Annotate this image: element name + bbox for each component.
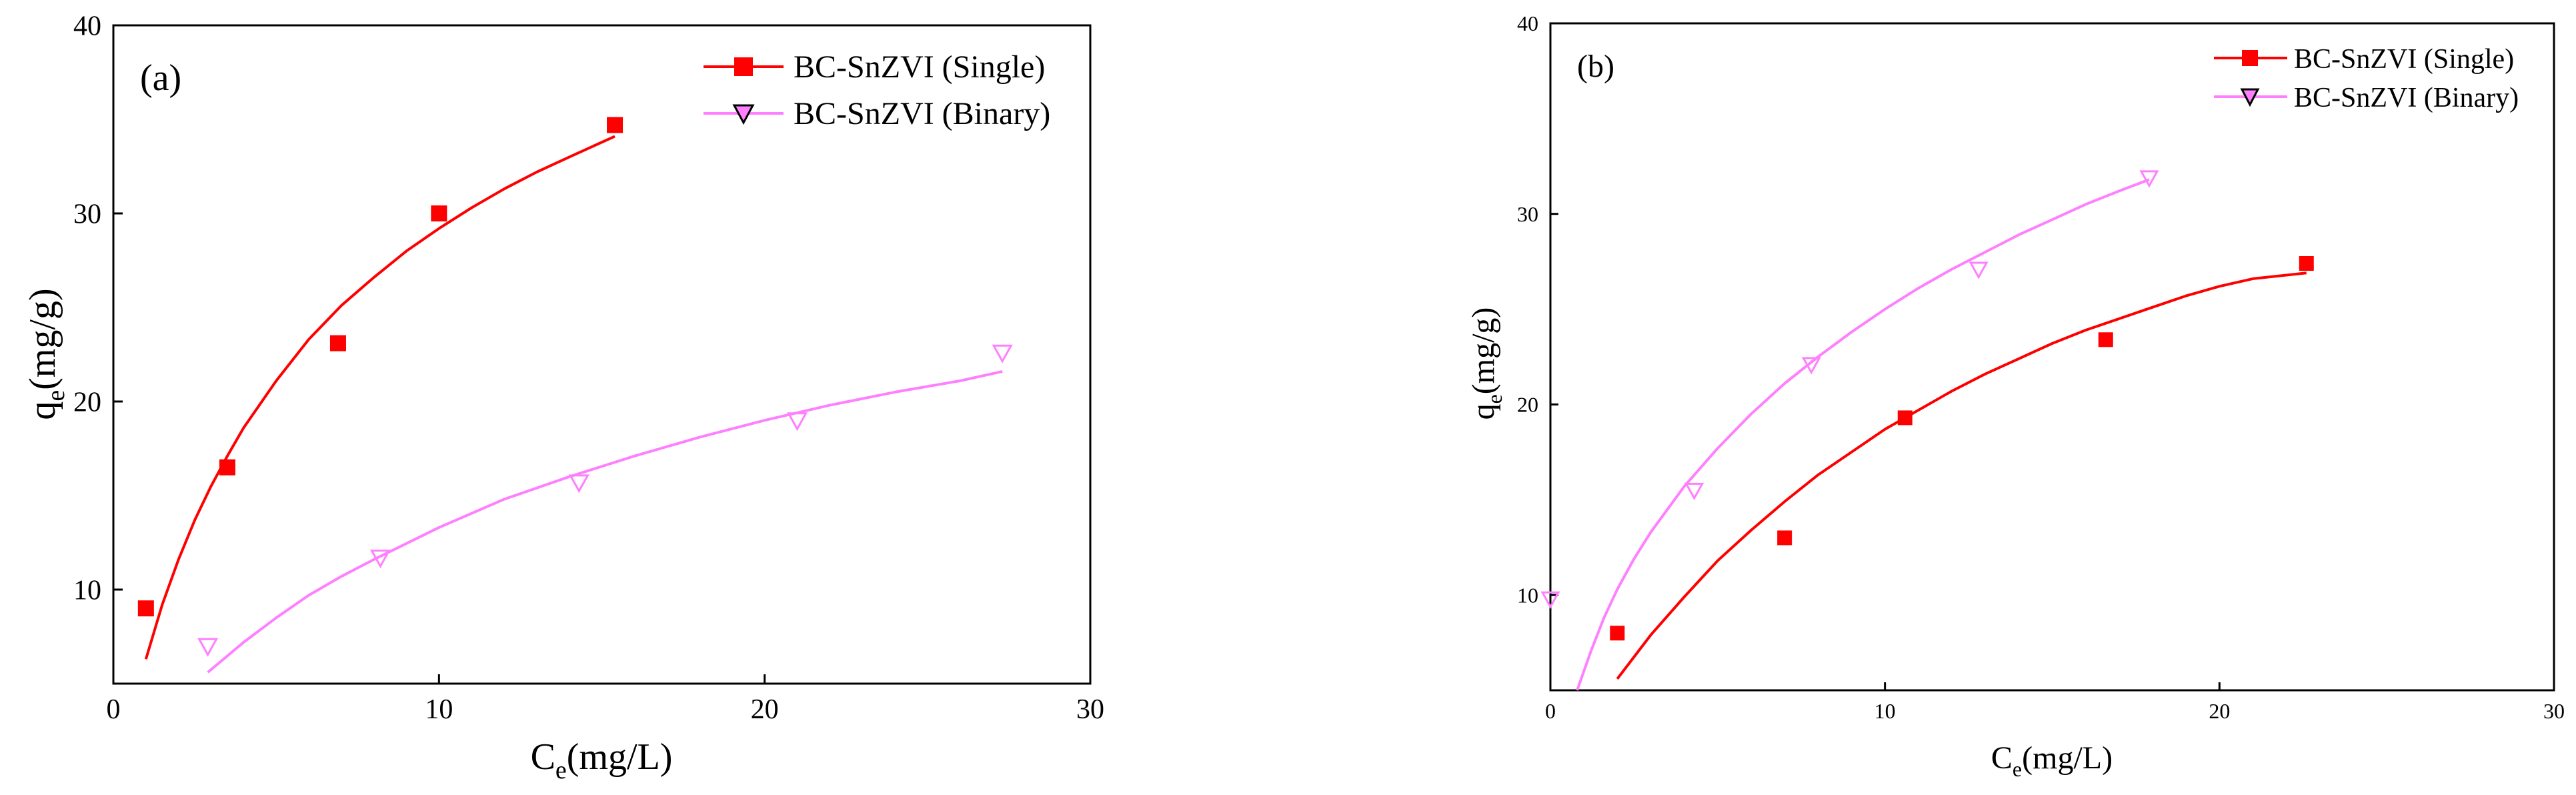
panel-b-legend: BC-SnZVI (Single) BC-SnZVI (Binary) (2214, 44, 2519, 113)
panel-a-y-ticks: 10 20 30 40 (73, 11, 123, 606)
panel-b-x-tick-label-1: 10 (1874, 699, 1896, 723)
panel-a-legend-marker-binary (732, 104, 755, 125)
panel-a-x-tick-label-3: 30 (1076, 694, 1104, 725)
panel-b: (b) 0 10 20 30 10 20 30 40 Ce(mg/L) qe(mg/g) B… (1466, 11, 2565, 781)
panel-a-y-tick-label-1: 20 (73, 387, 101, 418)
panel-a-point-single (219, 459, 235, 476)
panel-b-point-single (1777, 530, 1792, 546)
panel-a-x-tick-label-2: 20 (751, 694, 779, 725)
panel-a-point-single (607, 117, 623, 133)
panel-b-point-binary (1540, 591, 1560, 609)
panel-b-y-tick-label-3: 40 (1517, 11, 1538, 35)
panel-b-x-tick-label-3: 30 (2543, 699, 2565, 723)
panel-a-x-ticks: 0 10 20 30 (107, 674, 1104, 725)
panel-a-legend-label-single: BC-SnZVI (Single) (794, 49, 1045, 85)
panel-b-point-single (1610, 626, 1625, 641)
panel-b-fit-line-binary (1576, 178, 2150, 691)
panel-b-point-single (2299, 256, 2314, 271)
panel-b-label: (b) (1577, 49, 1614, 84)
panel-b-fit-line-single (1616, 271, 2307, 680)
panel-b-point-single (1897, 410, 1912, 426)
panel-b-plot-frame (1549, 22, 2555, 692)
panel-a-point-binary (992, 344, 1013, 363)
panel-a-legend-marker-single (734, 57, 753, 76)
panel-b-y-axis-label: qe(mg/g) (1466, 307, 1506, 420)
panel-a-fit-line-binary (207, 369, 1003, 674)
panel-b-y-ticks: 10 20 30 40 (1517, 11, 1558, 607)
panel-b-point-binary (1969, 261, 1989, 279)
panel-a-point-binary (568, 474, 589, 494)
panel-a-label: (a) (140, 57, 181, 99)
panel-a-point-single (431, 205, 447, 221)
panel-a-x-tick-label-1: 10 (425, 694, 453, 725)
panel-b-point-single (2098, 332, 2113, 347)
panel-b-data (1540, 170, 2314, 691)
panel-b-y-tick-label-2: 30 (1517, 202, 1538, 226)
panel-a-point-binary (197, 638, 219, 657)
panel-a-y-axis-label: qe(mg/g) (22, 288, 70, 420)
panel-a-point-single (329, 335, 346, 351)
panel-b-point-binary (1684, 482, 1704, 501)
panel-a-plot-frame (112, 24, 1092, 685)
panel-b-y-tick-label-0: 10 (1517, 583, 1538, 607)
panel-a-x-axis-label: Ce(mg/L) (531, 736, 673, 784)
panel-a-y-tick-label-0: 10 (73, 576, 101, 606)
panel-b-legend-marker-binary (2240, 88, 2260, 107)
panel-b-x-ticks: 0 10 20 30 (1545, 682, 2565, 723)
panel-b-legend-label-binary: BC-SnZVI (Binary) (2294, 83, 2519, 113)
panel-a-x-tick-label-0: 0 (107, 694, 121, 725)
panel-a-data (137, 117, 1013, 674)
panel-b-x-tick-label-0: 0 (1545, 699, 1556, 723)
panel-a-point-binary (369, 550, 391, 569)
panel-b-point-binary (1801, 357, 1821, 375)
panel-b-y-tick-label-1: 20 (1517, 393, 1538, 417)
panel-a-point-binary (786, 412, 808, 432)
panel-b-legend-marker-single (2242, 50, 2258, 66)
panel-a-y-tick-label-3: 40 (73, 11, 101, 42)
panel-a-legend: BC-SnZVI (Single) BC-SnZVI (Binary) (704, 49, 1050, 131)
panel-a: (a) 0 10 20 30 10 20 30 40 Ce(mg/L) qe(mg/g) B… (22, 11, 1104, 784)
panel-b-point-binary (2139, 170, 2159, 188)
panel-b-legend-label-single: BC-SnZVI (Single) (2294, 44, 2514, 75)
panel-a-legend-label-binary: BC-SnZVI (Binary) (794, 96, 1050, 131)
panel-a-point-single (137, 600, 154, 617)
panel-a-y-tick-label-2: 30 (73, 199, 101, 230)
panel-b-x-axis-label: Ce(mg/L) (1991, 740, 2113, 781)
panel-a-fit-line-single (144, 135, 615, 660)
panel-b-x-tick-label-2: 20 (2209, 699, 2230, 723)
